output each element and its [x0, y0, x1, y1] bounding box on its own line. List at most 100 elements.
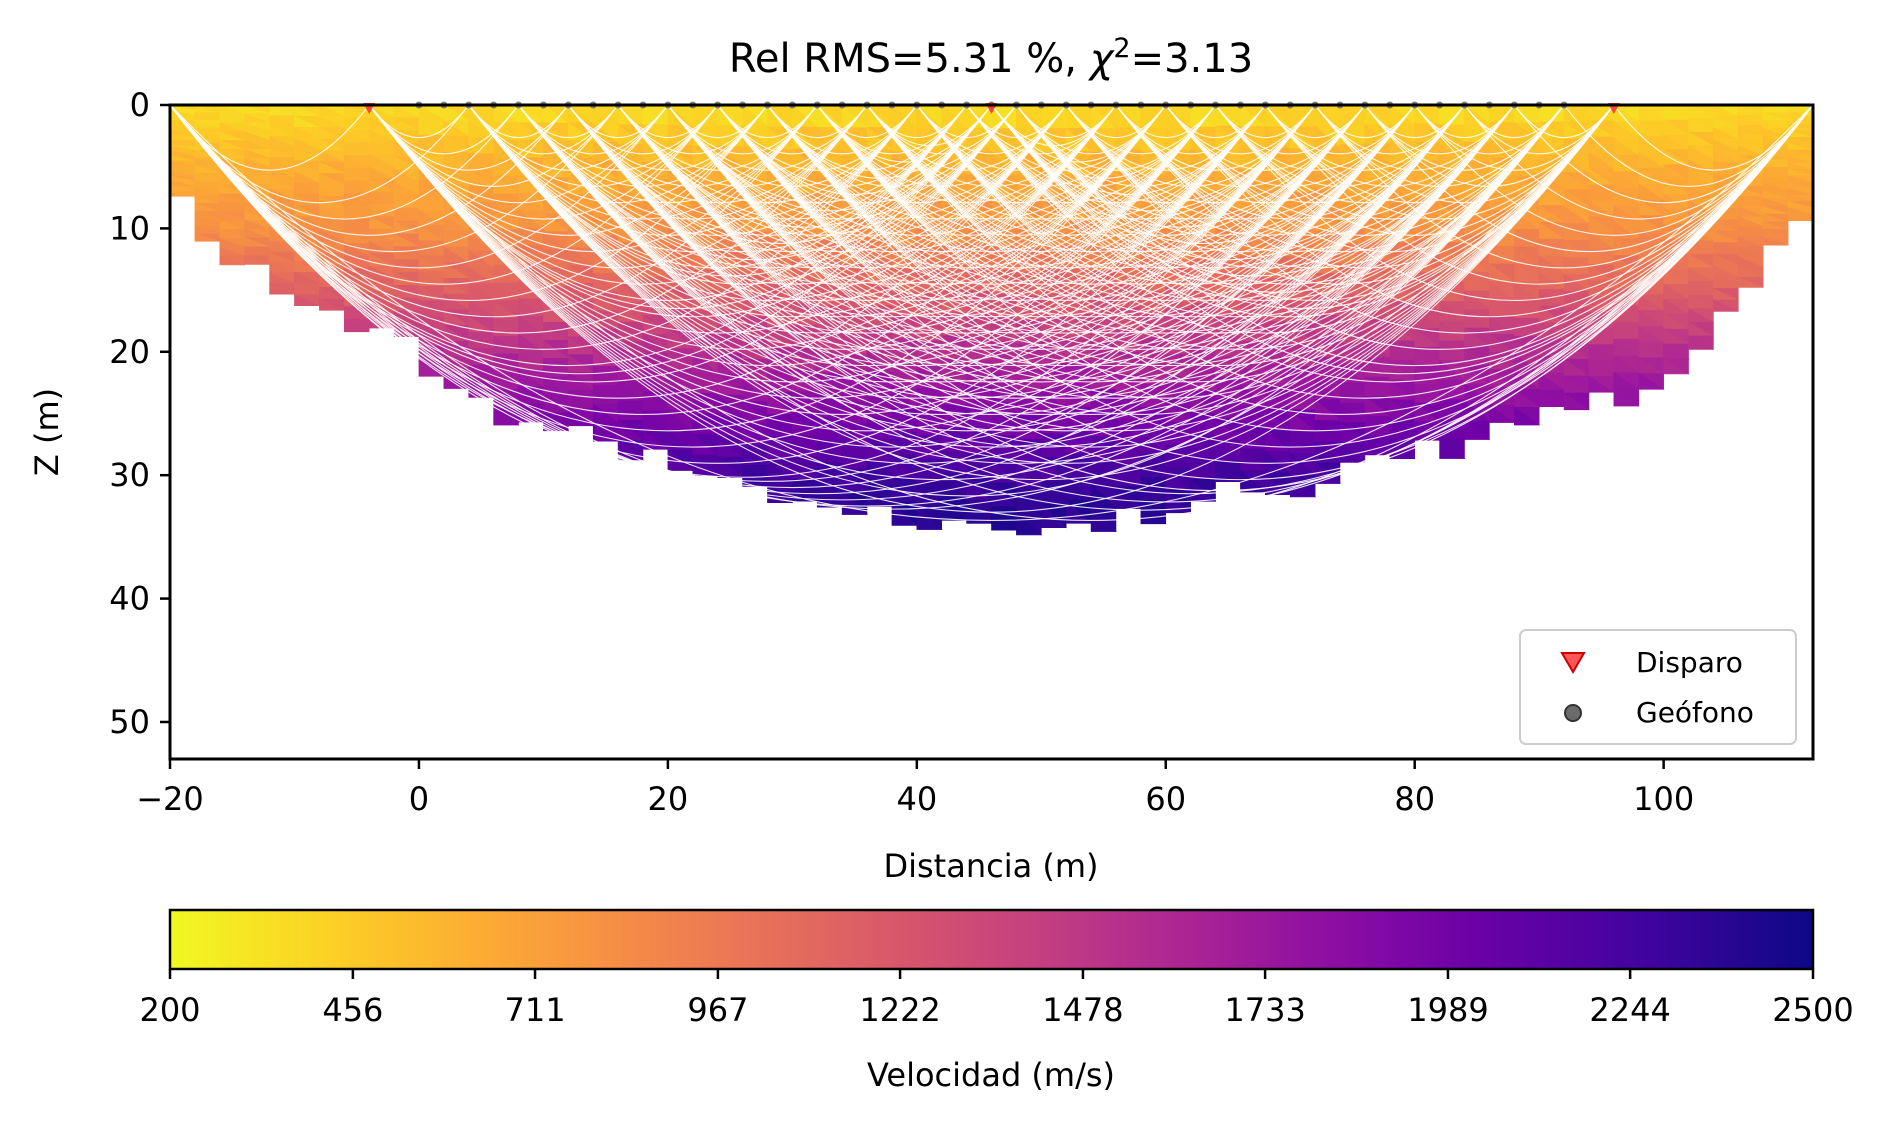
ray-path — [567, 105, 1117, 285]
velocity-cell — [294, 294, 320, 307]
ray-path — [1215, 105, 1366, 155]
ray-path — [1215, 105, 1465, 187]
velocity-cell — [493, 406, 520, 426]
velocity-cell — [194, 233, 220, 242]
ray-path — [667, 105, 1216, 285]
colorbar-tick-label: 2244 — [1589, 991, 1670, 1029]
colorbar-tick-label: 456 — [322, 991, 383, 1029]
ray-path — [816, 105, 1366, 285]
ray-path — [866, 105, 1565, 334]
ray-path — [170, 105, 1216, 448]
velocity-cell — [170, 190, 195, 197]
ray-path — [368, 105, 1117, 350]
ray-path — [717, 105, 1465, 350]
ray-path — [916, 105, 1465, 285]
ray-path — [617, 105, 1316, 334]
plot-frame — [168, 103, 1815, 761]
velocity-cell — [1464, 420, 1491, 440]
velocity-cell — [1613, 388, 1640, 407]
ray-path — [518, 105, 1416, 399]
ray-path — [1215, 105, 1615, 236]
velocity-cell — [1265, 472, 1292, 496]
ray-path — [1215, 105, 1813, 302]
velocity-cell — [219, 255, 245, 266]
x-axis-label: Distancia (m) — [883, 847, 1098, 885]
ray-path — [170, 105, 1416, 489]
ray-path — [816, 105, 1465, 318]
ray-path — [518, 105, 669, 155]
ray-path — [1464, 105, 1813, 220]
ray-path — [368, 105, 1565, 497]
ray-path — [767, 105, 1813, 448]
ray-path — [1314, 105, 1465, 155]
ray-paths — [170, 105, 1813, 521]
ray-path — [866, 105, 1615, 350]
ray-path — [1314, 105, 1615, 204]
legend-marker-disparo — [1560, 652, 1586, 674]
ray-path — [1065, 105, 1615, 285]
ray-path — [1264, 105, 1615, 220]
ray-path — [1065, 105, 1813, 350]
ray-path — [916, 105, 1366, 253]
velocity-cell — [1513, 406, 1541, 426]
velocity-cell — [418, 360, 445, 377]
y-tick-label: 10 — [109, 209, 150, 247]
ray-path — [1065, 105, 1565, 269]
x-axis-ticks: −20 0 20 40 60 80 100 — [136, 759, 1694, 818]
ray-path — [1065, 105, 1216, 155]
velocity-cell — [1563, 392, 1590, 411]
velocity-cell — [1588, 375, 1615, 393]
ray-path — [667, 105, 1416, 350]
legend: Disparo Geófono — [1519, 629, 1797, 745]
ray-path — [717, 105, 1416, 334]
ray-path — [717, 105, 1167, 253]
x-tick-label: 0 — [409, 780, 429, 818]
colorbar-tick-label: 200 — [139, 991, 200, 1029]
ray-path — [667, 105, 1615, 415]
ray-path — [1513, 105, 1813, 204]
ray-path — [617, 105, 1515, 399]
ray-path — [1314, 105, 1515, 171]
ray-path — [866, 105, 1316, 253]
ray-path — [767, 105, 1465, 334]
velocity-cell — [1289, 474, 1316, 498]
ray-path — [617, 105, 1067, 253]
ray-path — [767, 105, 1416, 318]
ray-path — [567, 105, 1017, 253]
y-axis-label: Z (m) — [28, 388, 66, 476]
legend-label-disparo: Disparo — [1636, 646, 1743, 679]
ray-path — [667, 105, 1565, 399]
ray-path — [368, 105, 1316, 415]
ray-path — [866, 105, 1416, 285]
ray-path — [368, 105, 1813, 521]
ray-path — [1165, 105, 1316, 155]
ray-path — [617, 105, 1615, 432]
colorbar-gradient — [168, 908, 1815, 971]
ray-path — [368, 105, 1465, 464]
ray-path — [1165, 105, 1615, 253]
ray-path — [1115, 105, 1266, 155]
ray-path — [1364, 105, 1515, 155]
velocity-cell — [319, 298, 345, 311]
ray-path — [1165, 105, 1416, 187]
ray-path — [518, 105, 968, 253]
velocity-cell — [991, 505, 1018, 531]
velocity-cell — [841, 491, 868, 515]
ray-path — [468, 105, 1515, 448]
velocity-cell — [1713, 299, 1739, 312]
velocity-cell — [1489, 404, 1516, 423]
ray-path — [717, 105, 1266, 285]
legend-box — [1519, 629, 1797, 745]
ray-path — [1015, 105, 1515, 269]
ray-path — [1414, 105, 1565, 155]
ray-path — [170, 105, 1316, 478]
ray-path — [468, 105, 1813, 511]
ray-path — [866, 105, 1017, 155]
ray-path — [816, 105, 1565, 350]
x-tick-label: −20 — [136, 780, 204, 818]
colorbar-tick-label: 711 — [504, 991, 565, 1029]
ray-path — [717, 105, 868, 155]
colorbar-tick-label: 1222 — [859, 991, 940, 1029]
ray-path — [368, 105, 918, 285]
ray-path — [518, 105, 1615, 464]
